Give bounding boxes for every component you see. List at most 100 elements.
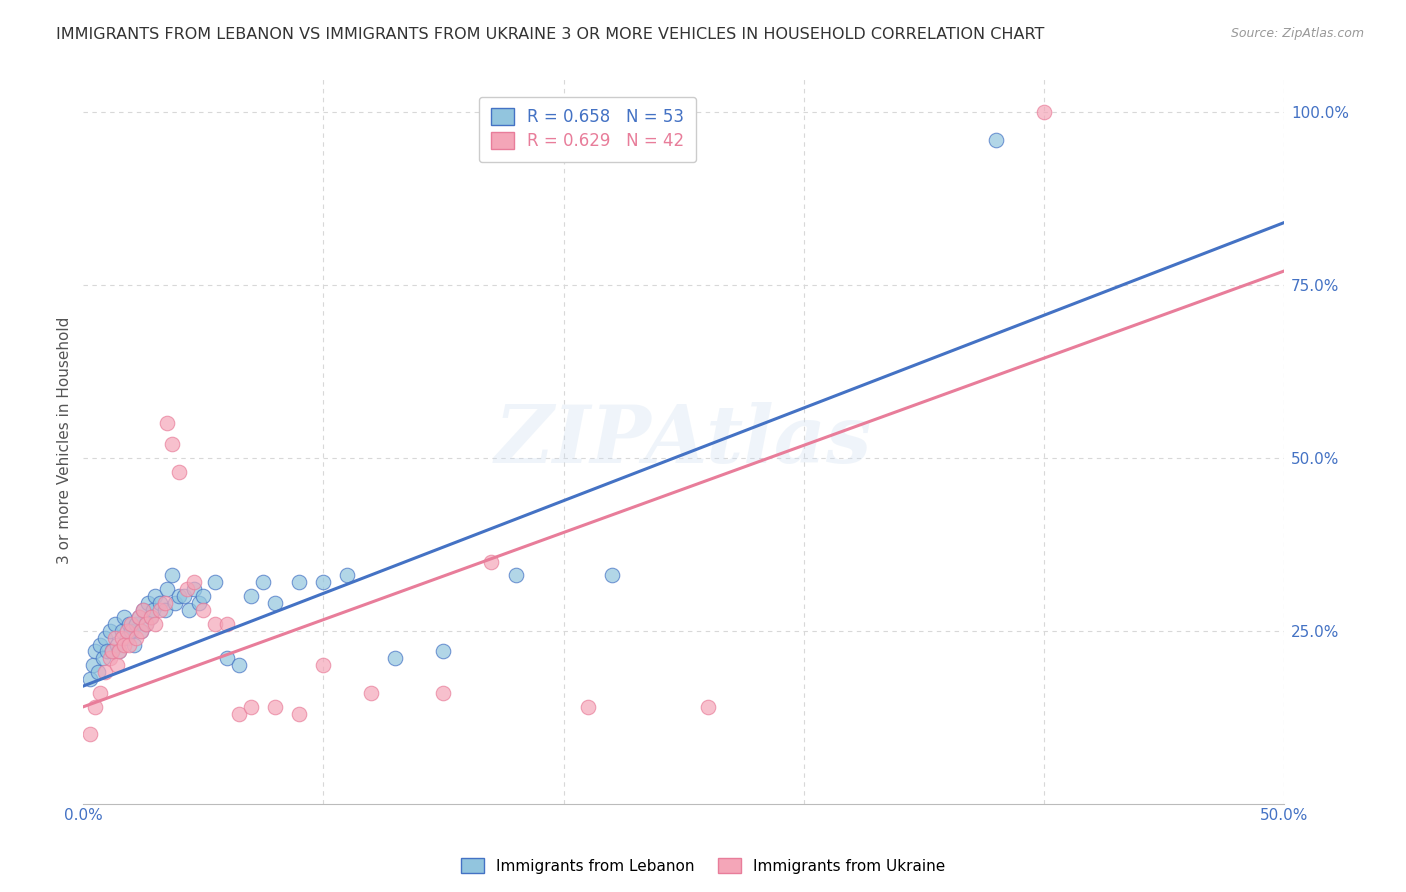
Point: [108, 644, 131, 658]
Point: [101, 644, 124, 658]
Point: [84, 644, 107, 658]
Point: [115, 631, 138, 645]
Point: [139, 610, 162, 624]
Point: [228, 658, 250, 673]
Point: [86, 665, 108, 680]
Point: [98, 624, 121, 638]
Point: [312, 658, 335, 673]
Point: [187, 596, 209, 610]
Point: [129, 624, 152, 638]
Point: [153, 596, 176, 610]
Point: [98, 651, 121, 665]
Point: [153, 603, 176, 617]
Point: [160, 568, 183, 582]
Point: [89, 686, 111, 700]
Point: [128, 610, 150, 624]
Point: [217, 651, 239, 665]
Point: [481, 555, 503, 569]
Text: IMMIGRANTS FROM LEBANON VS IMMIGRANTS FROM UKRAINE 3 OR MORE VEHICLES IN HOUSEHO: IMMIGRANTS FROM LEBANON VS IMMIGRANTS FR…: [56, 27, 1045, 42]
Point: [228, 706, 250, 721]
Point: [163, 596, 186, 610]
Point: [132, 603, 155, 617]
Point: [204, 616, 226, 631]
Point: [132, 603, 155, 617]
Point: [118, 616, 141, 631]
Legend: Immigrants from Lebanon, Immigrants from Ukraine: Immigrants from Lebanon, Immigrants from…: [456, 852, 950, 880]
Point: [149, 603, 172, 617]
Point: [360, 686, 382, 700]
Point: [240, 589, 263, 603]
Point: [96, 644, 118, 658]
Point: [139, 610, 162, 624]
Point: [115, 624, 138, 638]
Point: [105, 658, 128, 673]
Point: [384, 651, 406, 665]
Point: [193, 603, 215, 617]
Point: [173, 589, 195, 603]
Point: [183, 582, 205, 597]
Text: ZIPAtlas: ZIPAtlas: [495, 401, 872, 479]
Point: [82, 658, 104, 673]
Point: [89, 638, 111, 652]
Point: [101, 644, 124, 658]
Point: [505, 568, 527, 582]
Point: [103, 631, 125, 645]
Point: [576, 699, 599, 714]
Point: [288, 575, 311, 590]
Point: [122, 638, 145, 652]
Point: [169, 465, 191, 479]
Point: [288, 706, 311, 721]
Point: [79, 727, 101, 741]
Point: [264, 699, 287, 714]
Point: [111, 631, 134, 645]
Point: [128, 610, 150, 624]
Text: Source: ZipAtlas.com: Source: ZipAtlas.com: [1230, 27, 1364, 40]
Point: [94, 631, 117, 645]
Y-axis label: 3 or more Vehicles in Household: 3 or more Vehicles in Household: [58, 317, 72, 565]
Point: [112, 610, 135, 624]
Point: [240, 699, 263, 714]
Point: [142, 603, 165, 617]
Point: [600, 568, 623, 582]
Point: [264, 596, 287, 610]
Point: [252, 575, 274, 590]
Point: [103, 616, 125, 631]
Point: [143, 589, 166, 603]
Point: [204, 575, 226, 590]
Point: [696, 699, 718, 714]
Point: [111, 624, 134, 638]
Legend: R = 0.658   N = 53, R = 0.629   N = 42: R = 0.658 N = 53, R = 0.629 N = 42: [479, 96, 696, 162]
Point: [120, 624, 142, 638]
Point: [176, 582, 198, 597]
Point: [91, 651, 114, 665]
Point: [156, 582, 179, 597]
Point: [160, 437, 183, 451]
Point: [125, 616, 148, 631]
Point: [336, 568, 359, 582]
Point: [79, 672, 101, 686]
Point: [94, 665, 117, 680]
Point: [183, 575, 205, 590]
Point: [217, 616, 239, 631]
Point: [120, 616, 142, 631]
Point: [118, 638, 141, 652]
Point: [143, 616, 166, 631]
Point: [177, 603, 200, 617]
Point: [156, 416, 179, 430]
Point: [193, 589, 215, 603]
Point: [149, 596, 172, 610]
Point: [105, 638, 128, 652]
Point: [1032, 105, 1054, 120]
Point: [108, 644, 131, 658]
Point: [432, 686, 454, 700]
Point: [312, 575, 335, 590]
Point: [432, 644, 454, 658]
Point: [125, 631, 148, 645]
Point: [112, 638, 135, 652]
Point: [169, 589, 191, 603]
Point: [135, 616, 157, 631]
Point: [136, 596, 159, 610]
Point: [984, 133, 1007, 147]
Point: [84, 699, 107, 714]
Point: [135, 616, 157, 631]
